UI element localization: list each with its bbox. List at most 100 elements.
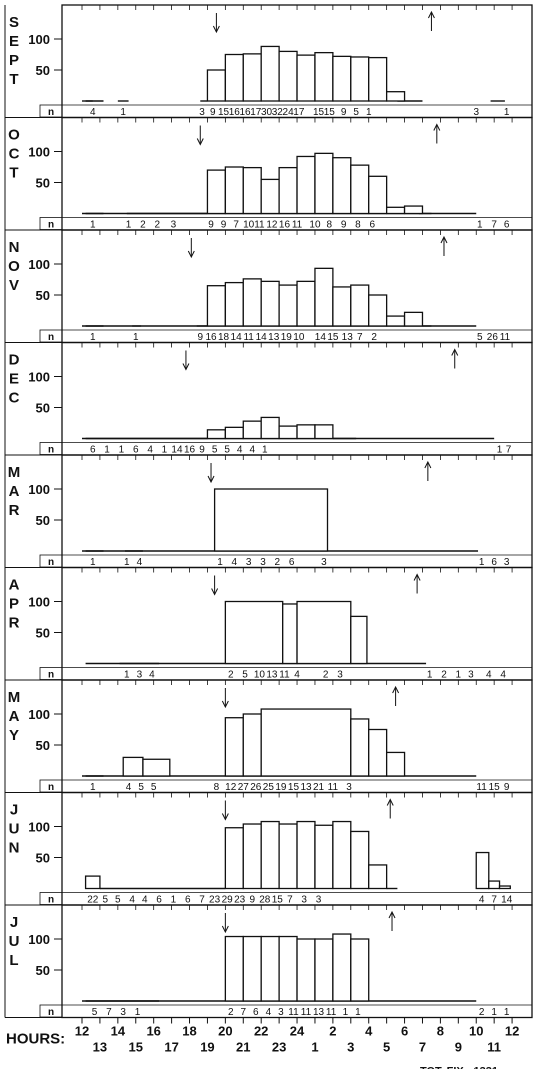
count-row-label: n bbox=[48, 445, 54, 456]
hour-tick-label: 20 bbox=[218, 1024, 232, 1039]
count-value: 15 bbox=[489, 782, 501, 793]
count-value: 4 bbox=[294, 670, 300, 681]
count-value: 4 bbox=[147, 445, 153, 456]
count-value: 1 bbox=[262, 445, 268, 456]
count-row-label: n bbox=[48, 1007, 54, 1018]
count-value: 16 bbox=[279, 220, 291, 231]
count-value: 1 bbox=[477, 220, 483, 231]
sunrise-arrow-head bbox=[392, 685, 400, 694]
count-value: 4 bbox=[126, 782, 132, 793]
count-value: 11 bbox=[301, 1007, 312, 1018]
bar bbox=[296, 155, 316, 215]
count-value: 1 bbox=[135, 1007, 141, 1018]
count-value: 7 bbox=[240, 1007, 246, 1018]
count-label-box bbox=[39, 442, 63, 455]
month-letter: Y bbox=[9, 727, 19, 744]
month-letter: M bbox=[8, 464, 21, 481]
count-value: 3 bbox=[504, 557, 510, 568]
bar bbox=[314, 424, 334, 440]
count-value: 4 bbox=[500, 670, 506, 681]
y-tick-50: 50 bbox=[36, 63, 50, 78]
count-value: 1 bbox=[217, 557, 223, 568]
count-row-label: n bbox=[48, 670, 54, 681]
count-value: 5 bbox=[224, 445, 230, 456]
count-value: 9 bbox=[341, 220, 347, 231]
month-letter: P bbox=[9, 52, 19, 69]
bar bbox=[368, 728, 388, 777]
count-value: 2 bbox=[479, 1007, 485, 1018]
bar bbox=[314, 267, 334, 327]
count-value: 25 bbox=[263, 782, 275, 793]
bar bbox=[385, 315, 406, 327]
count-value: 15 bbox=[327, 332, 339, 343]
month-letter: E bbox=[9, 371, 19, 388]
month-letter: M bbox=[8, 689, 21, 706]
count-value: 3 bbox=[316, 895, 322, 906]
bar bbox=[350, 284, 370, 327]
count-value: 13 bbox=[342, 332, 354, 343]
count-value: 17 bbox=[250, 107, 262, 118]
bar bbox=[224, 717, 244, 777]
count-value: 1 bbox=[355, 1007, 361, 1018]
bar bbox=[403, 311, 424, 327]
hours-axis-title: HOURS: bbox=[6, 1031, 65, 1048]
y-tick-50: 50 bbox=[36, 963, 50, 978]
bar bbox=[224, 600, 284, 665]
count-value: 13 bbox=[266, 670, 278, 681]
hour-tick-label: 14 bbox=[111, 1024, 126, 1039]
bar bbox=[260, 178, 280, 215]
count-value: 1 bbox=[90, 782, 96, 793]
bar bbox=[332, 820, 352, 890]
hour-tick-label: 16 bbox=[146, 1024, 160, 1039]
bar bbox=[350, 615, 368, 665]
count-value: 13 bbox=[313, 1007, 325, 1018]
hour-tick-label: 13 bbox=[93, 1040, 107, 1055]
bar bbox=[350, 56, 370, 102]
count-value: 3 bbox=[278, 1007, 284, 1018]
count-value: 1 bbox=[427, 670, 433, 681]
sunset-arrow-head bbox=[221, 700, 229, 709]
count-value: 27 bbox=[238, 782, 250, 793]
hour-tick-label: 6 bbox=[401, 1024, 408, 1039]
count-value: 3 bbox=[199, 107, 205, 118]
bar bbox=[242, 420, 262, 440]
count-value: 3 bbox=[137, 670, 143, 681]
sunset-arrow-head bbox=[182, 363, 190, 371]
count-value: 4 bbox=[149, 670, 155, 681]
count-value: 5 bbox=[212, 445, 218, 456]
sunrise-arrow-head bbox=[427, 10, 435, 19]
count-value: 3 bbox=[321, 557, 327, 568]
sunset-arrow-head bbox=[211, 588, 219, 596]
count-value: 9 bbox=[199, 445, 205, 456]
bar bbox=[242, 935, 262, 1002]
month-letter: T bbox=[9, 71, 18, 88]
count-value: 4 bbox=[142, 895, 148, 906]
count-value: 2 bbox=[228, 670, 234, 681]
count-value: 1 bbox=[119, 445, 125, 456]
count-value: 1 bbox=[162, 445, 168, 456]
month-letter: J bbox=[10, 802, 18, 819]
bar bbox=[242, 823, 262, 890]
count-value: 12 bbox=[225, 782, 237, 793]
bar bbox=[213, 488, 329, 552]
count-row-label: n bbox=[48, 107, 54, 118]
count-value: 6 bbox=[133, 445, 139, 456]
hour-tick-label: 7 bbox=[419, 1040, 426, 1055]
bar bbox=[385, 91, 406, 102]
hour-tick-label: 23 bbox=[272, 1040, 286, 1055]
count-value: 1 bbox=[126, 220, 132, 231]
bar bbox=[260, 708, 352, 777]
count-label-box bbox=[39, 217, 63, 230]
month-letter: T bbox=[9, 165, 18, 182]
count-value: 9 bbox=[197, 332, 203, 343]
bar bbox=[332, 55, 352, 102]
count-value: 16 bbox=[205, 332, 217, 343]
count-value: 5 bbox=[353, 107, 359, 118]
sunrise-arrow-head bbox=[433, 123, 441, 131]
count-value: 11 bbox=[279, 670, 290, 681]
